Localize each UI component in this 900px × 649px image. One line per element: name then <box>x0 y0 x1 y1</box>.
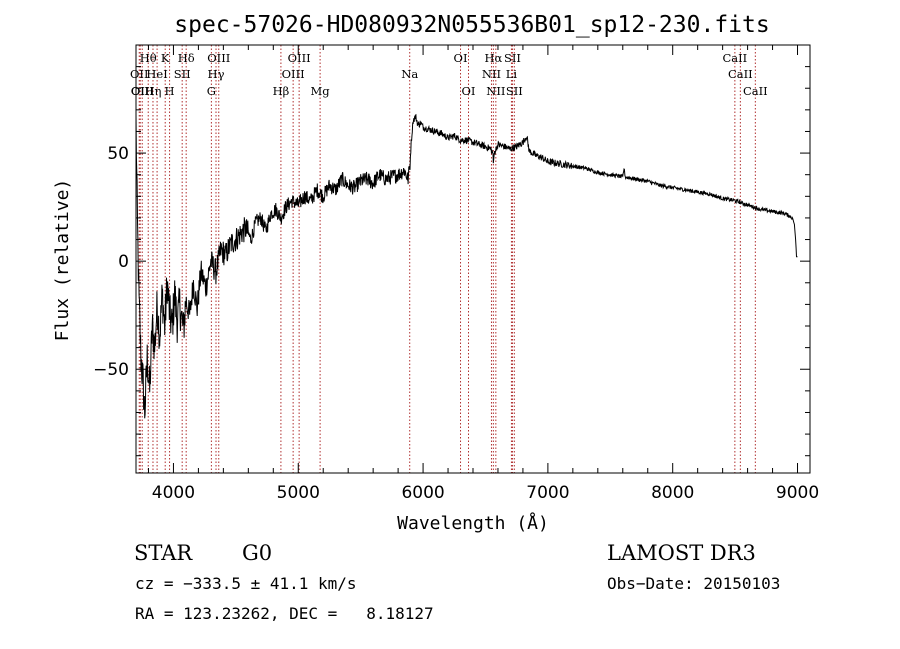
reference-line-label-3: Hθ <box>140 51 157 65</box>
reference-line-label-15: OIII <box>288 51 311 65</box>
reference-line-label-8: SII <box>174 67 191 81</box>
reference-line-label-18: OI <box>454 51 468 65</box>
observation-date: Obs−Date: 20150103 <box>607 574 781 593</box>
reference-line-label-12: OIII <box>207 51 230 65</box>
y-axis-label: Flux (relative) <box>52 179 73 342</box>
reference-line-label-14: OIII <box>282 67 305 81</box>
reference-line-label-21: Hα <box>484 51 502 65</box>
y-axis-ticks: −50 0 50 <box>93 66 810 457</box>
y-tick-label-50: 50 <box>107 144 129 164</box>
coordinates-readout: RA = 123.23262, DEC = 8.18127 <box>135 604 434 623</box>
x-tick-label-8000: 8000 <box>651 483 694 503</box>
reference-line-label-11: Hγ <box>208 67 225 81</box>
reference-line-label-6: K <box>161 51 170 65</box>
x-tick-label-5000: 5000 <box>277 483 320 503</box>
reference-line-label-10: G <box>207 84 216 98</box>
reference-lines <box>138 45 756 473</box>
reference-line-label-17: Na <box>401 67 418 81</box>
y-tick-label--50: −50 <box>93 360 129 380</box>
reference-line-label-13: Hβ <box>273 84 290 98</box>
reference-line-label-5: HeI <box>146 67 167 81</box>
reference-line-label-28: CaII <box>743 84 768 98</box>
chart-title: spec-57026-HD080932N055536B01_sp12-230.f… <box>174 12 769 38</box>
reference-line-label-20: NII <box>482 67 501 81</box>
y-tick-label-0: 0 <box>118 252 129 272</box>
survey-name: LAMOST DR3 <box>607 541 756 565</box>
reference-line-label-16: Mg <box>311 84 331 98</box>
reference-line-label-23: Li <box>506 67 518 81</box>
reference-line-label-4: Hη <box>145 84 162 98</box>
reference-line-label-19: OI <box>462 84 476 98</box>
reference-line-label-24: SII <box>504 51 521 65</box>
x-axis-ticks: 4000 5000 6000 7000 8000 9000 <box>147 45 819 503</box>
x-tick-label-4000: 4000 <box>152 483 195 503</box>
x-tick-label-7000: 7000 <box>526 483 569 503</box>
x-axis-label: Wavelength (Å) <box>397 512 549 534</box>
reference-line-label-22: NII <box>486 84 505 98</box>
spectrum-series-line <box>135 113 798 419</box>
plot-frame <box>135 44 811 474</box>
reference-line-labels: OIIOIIOIIIHθHηHeIKHSIIHδGHγOIIIHβOIIIOII… <box>130 51 768 98</box>
object-class: STAR <box>134 541 193 565</box>
x-tick-label-9000: 9000 <box>776 483 819 503</box>
reference-line-label-27: CaII <box>728 67 753 81</box>
x-tick-label-6000: 6000 <box>401 483 444 503</box>
reference-line-label-26: CaII <box>722 51 747 65</box>
object-subclass: G0 <box>242 541 273 565</box>
reference-line-label-7: H <box>165 84 175 98</box>
reference-line-label-9: Hδ <box>178 51 195 65</box>
reference-line-label-25: SII <box>506 84 523 98</box>
reference-line-label-0: OII <box>130 67 149 81</box>
redshift-readout: cz = −333.5 ± 41.1 km/s <box>135 574 357 593</box>
